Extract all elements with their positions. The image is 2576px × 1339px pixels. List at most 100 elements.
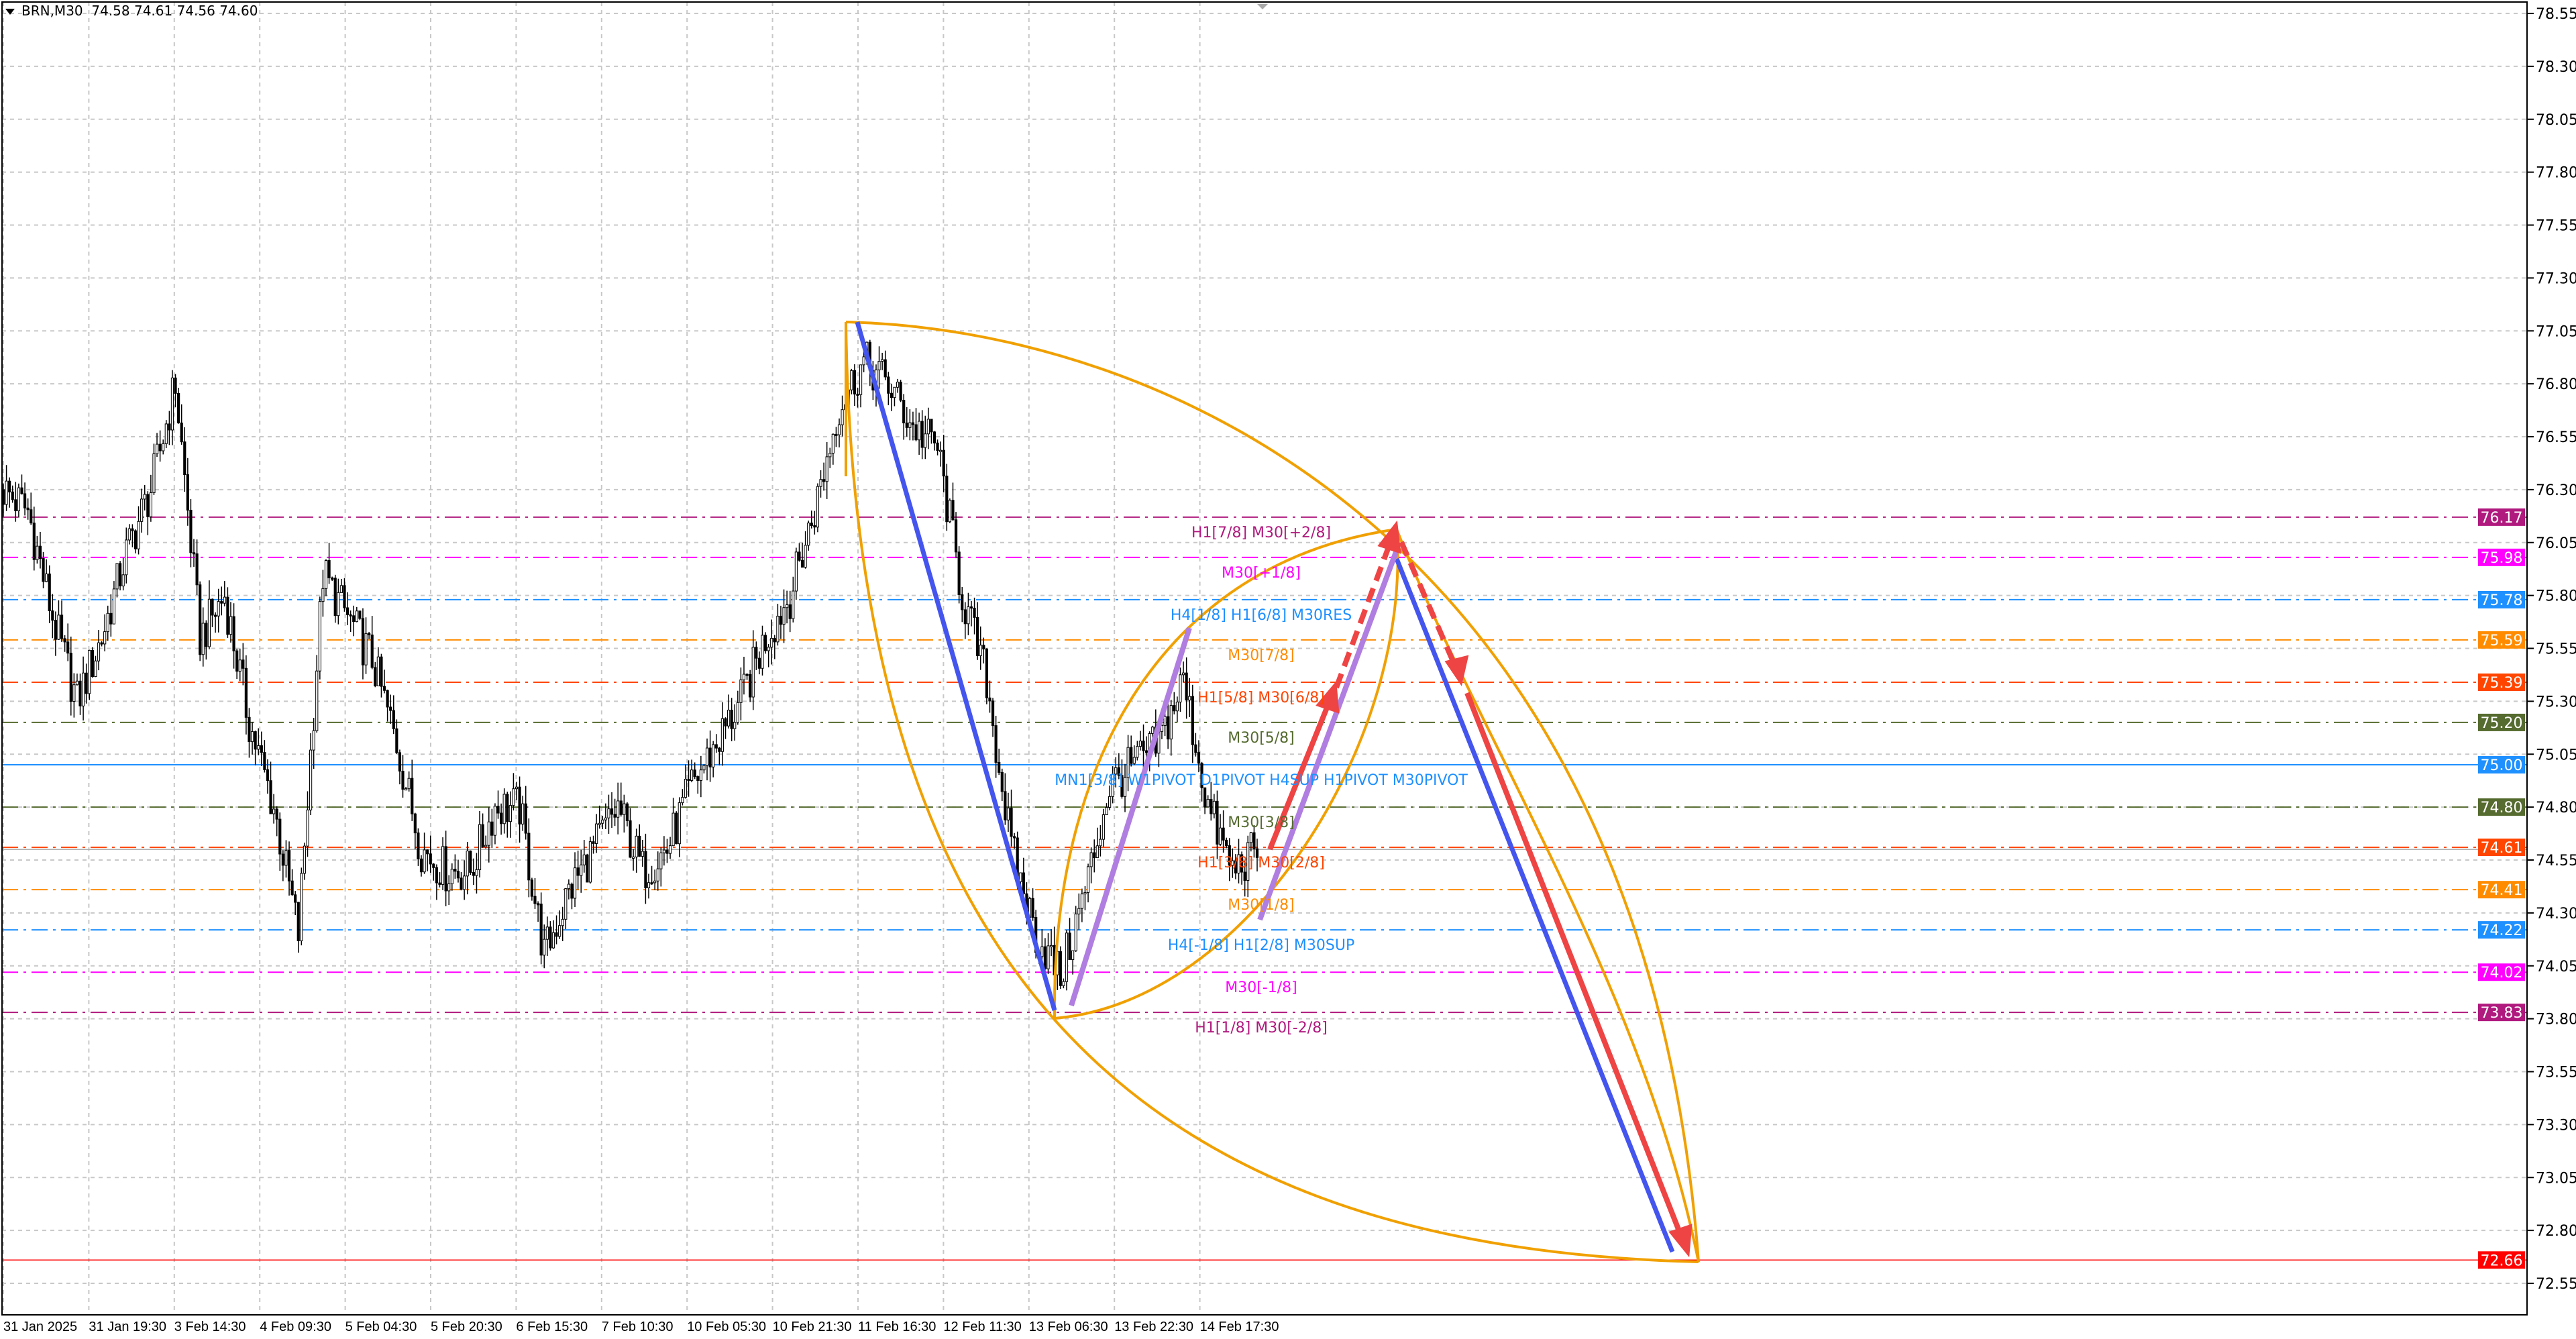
arrow-down-solid[interactable] xyxy=(1464,692,1683,1236)
x-tick-label: 13 Feb 22:30 xyxy=(1114,1320,1193,1334)
inner-arc-lower[interactable] xyxy=(1054,529,1399,1020)
candle-body xyxy=(220,601,223,604)
candle-body xyxy=(14,499,17,511)
candle-body xyxy=(229,616,233,635)
triangle-down-icon[interactable] xyxy=(5,9,15,15)
candle-body xyxy=(195,553,199,586)
y-tick-label: 72.80 xyxy=(2536,1223,2576,1240)
candle-body xyxy=(988,697,991,702)
candle-body xyxy=(269,780,272,814)
candle-body xyxy=(376,656,380,686)
candle-body xyxy=(78,680,82,706)
candle-body xyxy=(1234,860,1238,874)
candle-body xyxy=(877,361,881,370)
candle-body xyxy=(837,424,841,435)
down-wave-2[interactable] xyxy=(1394,557,1675,1253)
y-tick-label: 78.05 xyxy=(2536,112,2576,129)
candle-body xyxy=(690,769,694,781)
candle-body xyxy=(487,821,490,846)
candle-body xyxy=(724,718,727,727)
candle-body xyxy=(115,563,119,590)
arrow-up-dashed[interactable] xyxy=(1334,542,1393,689)
inner-arc-upper[interactable] xyxy=(1053,528,1397,1019)
candle-body xyxy=(899,382,902,401)
x-tick-label: 6 Feb 15:30 xyxy=(516,1320,588,1334)
candle-body xyxy=(699,769,702,782)
candle-body xyxy=(908,422,912,428)
candle-body xyxy=(466,850,469,877)
y-tick-label: 74.05 xyxy=(2536,959,2576,975)
candle-body xyxy=(1031,898,1034,918)
down-wave-1[interactable] xyxy=(855,321,1057,1011)
scroll-marker-icon[interactable] xyxy=(1257,4,1268,9)
candle-body xyxy=(800,559,804,568)
candle-body xyxy=(1228,845,1231,866)
candle-body xyxy=(1114,767,1118,775)
candle-body xyxy=(272,808,276,814)
y-tick-label: 77.55 xyxy=(2536,218,2576,235)
candle-body xyxy=(767,647,770,651)
price-tag xyxy=(2478,963,2525,981)
price-tag-label: 75.20 xyxy=(2481,715,2523,732)
candle-body xyxy=(318,601,321,672)
y-tick-label: 77.30 xyxy=(2536,270,2576,287)
candle-body xyxy=(306,809,309,847)
candle-body xyxy=(389,706,392,711)
candle-body xyxy=(339,585,343,593)
arrowhead-icon xyxy=(1444,655,1469,686)
candle-body xyxy=(112,588,116,625)
candle-body xyxy=(718,747,721,752)
arrowhead-icon xyxy=(1377,520,1401,554)
candle-body xyxy=(69,653,72,702)
candle-body xyxy=(693,769,696,778)
candle-body xyxy=(481,824,484,847)
price-axis[interactable]: 78.55 78.30 78.05 77.80 77.55 77.30 77.05 76.80… xyxy=(2527,6,2576,1293)
candle-body xyxy=(659,852,663,869)
candle-body xyxy=(370,634,374,668)
candle-body xyxy=(238,659,241,672)
candle-body xyxy=(1212,800,1216,814)
candle-body xyxy=(382,686,386,691)
x-tick-label: 7 Feb 10:30 xyxy=(602,1320,674,1334)
candle-body xyxy=(146,494,150,517)
up-wave-2[interactable] xyxy=(1257,549,1399,921)
price-tag-label: 75.78 xyxy=(2481,592,2523,609)
y-tick-label: 72.55 xyxy=(2536,1276,2576,1293)
candle-body xyxy=(1194,744,1197,753)
outer-arc-top[interactable] xyxy=(845,321,1700,1263)
candle-body xyxy=(763,635,767,651)
candle-body xyxy=(496,806,500,814)
candle-body xyxy=(1077,908,1081,914)
up-wave-1[interactable] xyxy=(1069,627,1192,1007)
candle-body xyxy=(118,563,122,587)
candle-body xyxy=(994,725,998,763)
candle-body xyxy=(23,493,27,508)
candle-body xyxy=(232,616,235,651)
candle-body xyxy=(727,710,731,727)
candle-body xyxy=(444,846,447,892)
candle-body xyxy=(226,596,229,635)
candle-body xyxy=(429,853,432,865)
candle-body xyxy=(527,833,531,881)
candle-body xyxy=(1200,763,1203,788)
candle-body xyxy=(75,680,79,686)
level-label: H4[-1/8] H1[2/8] M30SUP xyxy=(1168,937,1354,954)
candle-body xyxy=(684,779,688,798)
candle-body xyxy=(1167,716,1170,740)
candle-body xyxy=(856,393,859,396)
candle-body xyxy=(926,419,930,435)
arrow-up-solid[interactable] xyxy=(1267,703,1331,851)
candle-body xyxy=(297,902,300,941)
candle-body xyxy=(979,645,982,656)
candle-body xyxy=(1019,872,1022,882)
y-tick-label: 74.55 xyxy=(2536,853,2576,869)
candle-body xyxy=(625,803,629,821)
right-arc[interactable] xyxy=(1395,529,1700,1263)
time-axis[interactable]: 31 Jan 2025 31 Jan 19:30 3 Feb 14:30 4 Feb … xyxy=(3,1320,1279,1334)
outer-arc-bottom[interactable] xyxy=(845,321,1699,1263)
candles xyxy=(1,339,1259,991)
candle-body xyxy=(524,803,527,834)
candle-body xyxy=(810,523,813,526)
candle-body xyxy=(1185,672,1188,701)
